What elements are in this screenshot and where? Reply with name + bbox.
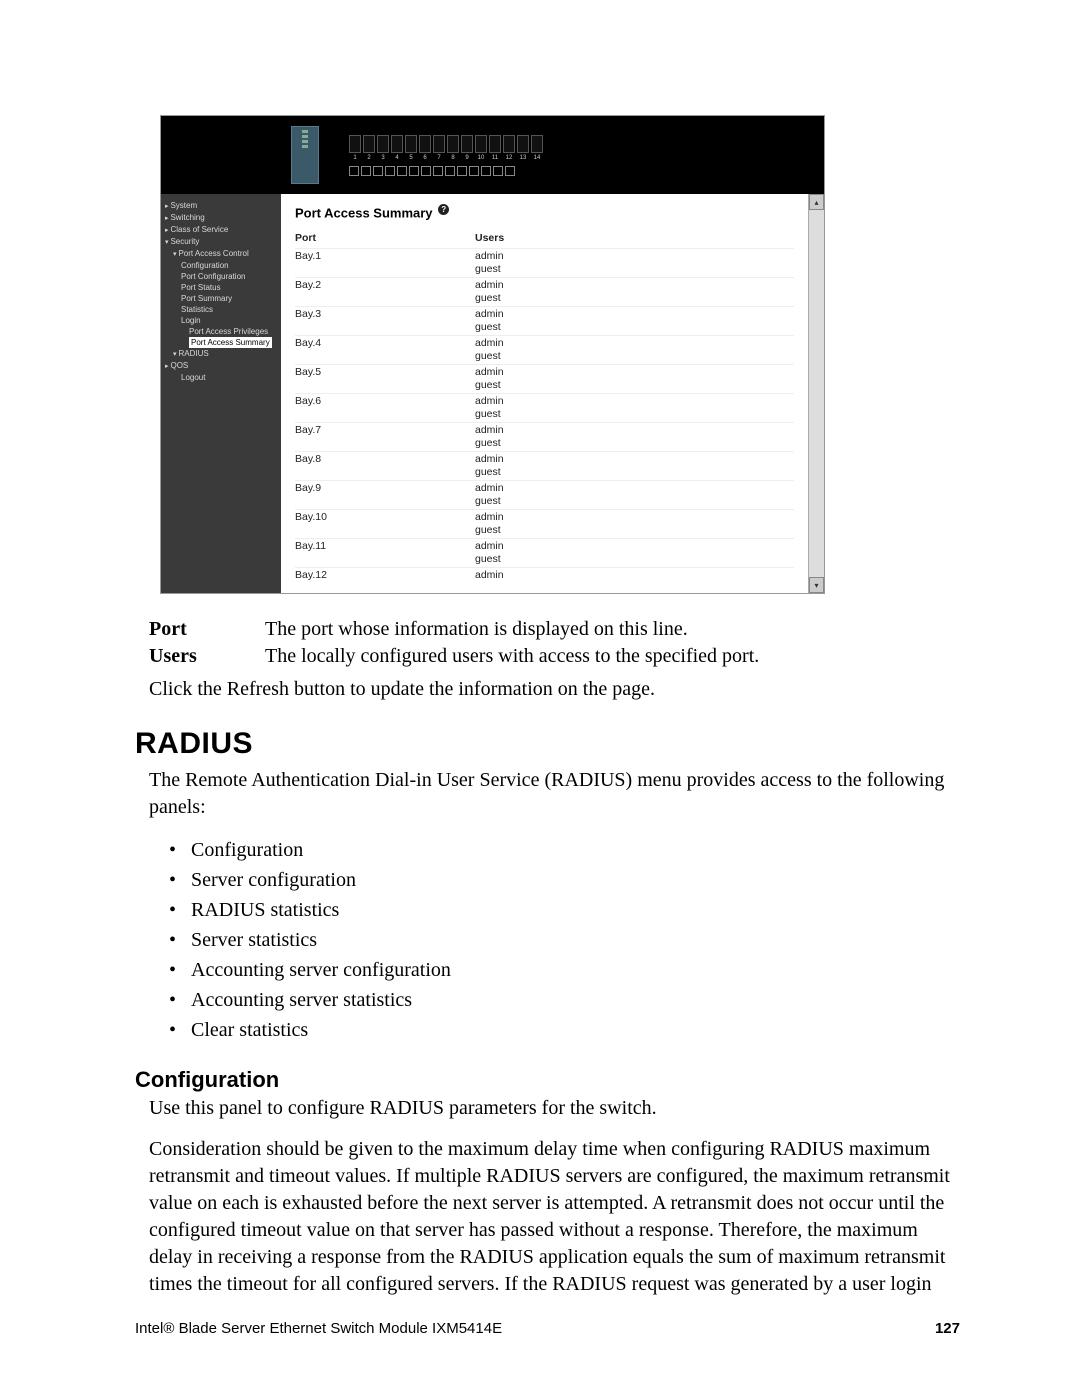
definition-row: UsersThe locally configured users with a… — [135, 643, 960, 670]
list-item: RADIUS statistics — [169, 895, 960, 925]
table-row: Bay.3adminguest — [295, 306, 794, 335]
scroll-down-icon[interactable]: ▾ — [809, 577, 824, 593]
definition-list: PortThe port whose information is displa… — [135, 616, 960, 670]
radius-bullet-list: ConfigurationServer configurationRADIUS … — [169, 835, 960, 1045]
radius-intro: The Remote Authentication Dial-in User S… — [149, 767, 960, 821]
footer-page-number: 127 — [935, 1320, 960, 1337]
definition-row: PortThe port whose information is displa… — [135, 616, 960, 643]
table-row: Bay.11adminguest — [295, 538, 794, 567]
sidebar-item[interactable]: Login — [165, 315, 277, 326]
sidebar-item[interactable]: Port Summary — [165, 293, 277, 304]
table-row: Bay.4adminguest — [295, 335, 794, 364]
page-footer: Intel® Blade Server Ethernet Switch Modu… — [135, 1320, 960, 1337]
sidebar-item[interactable]: Port Access Privileges — [165, 326, 277, 337]
table-row: Bay.6adminguest — [295, 393, 794, 422]
list-item: Server configuration — [169, 865, 960, 895]
table-row: Bay.5adminguest — [295, 364, 794, 393]
sidebar-item[interactable]: Logout — [165, 372, 277, 383]
list-item: Configuration — [169, 835, 960, 865]
sidebar-item[interactable]: Switching — [165, 212, 277, 224]
port-access-table: Port Users Bay.1adminguestBay.2admingues… — [295, 232, 794, 583]
footer-product: Intel® Blade Server Ethernet Switch Modu… — [135, 1320, 502, 1337]
sidebar-item[interactable]: Port Configuration — [165, 271, 277, 282]
table-row: Bay.8adminguest — [295, 451, 794, 480]
sidebar-item[interactable]: Security — [165, 236, 277, 248]
sidebar-item[interactable]: Configuration — [165, 260, 277, 271]
screenshot-sidebar: SystemSwitchingClass of ServiceSecurityP… — [161, 194, 281, 593]
sidebar-item[interactable]: Port Status — [165, 282, 277, 293]
list-item: Clear statistics — [169, 1015, 960, 1045]
sidebar-item[interactable]: System — [165, 200, 277, 212]
scroll-up-icon[interactable]: ▴ — [809, 194, 824, 210]
heading-radius: RADIUS — [135, 727, 960, 761]
sidebar-item[interactable]: Class of Service — [165, 224, 277, 236]
screenshot-main: Port Access Summary ? Port Users Bay.1ad… — [281, 194, 808, 593]
table-row: Bay.1adminguest — [295, 248, 794, 277]
panel-title: Port Access Summary ? — [295, 204, 794, 220]
list-item: Server statistics — [169, 925, 960, 955]
list-item: Accounting server configuration — [169, 955, 960, 985]
device-icon — [291, 126, 319, 184]
screenshot-header: 1234567891011121314 — [161, 116, 824, 194]
col-header-port: Port — [295, 232, 475, 244]
table-row: Bay.9adminguest — [295, 480, 794, 509]
config-p1: Use this panel to configure RADIUS param… — [149, 1095, 960, 1122]
config-p2: Consideration should be given to the max… — [149, 1136, 960, 1298]
table-row: Bay.12admin — [295, 567, 794, 583]
port-strip: 1234567891011121314 — [349, 135, 543, 176]
refresh-note: Click the Refresh button to update the i… — [149, 676, 960, 703]
table-row: Bay.10adminguest — [295, 509, 794, 538]
sidebar-item[interactable]: QOS — [165, 360, 277, 372]
table-row: Bay.2adminguest — [295, 277, 794, 306]
scrollbar[interactable]: ▴ ▾ — [808, 194, 824, 593]
sidebar-item[interactable]: Port Access Control — [165, 248, 277, 260]
sidebar-item[interactable]: RADIUS — [165, 348, 277, 360]
heading-configuration: Configuration — [135, 1067, 960, 1093]
table-row: Bay.7adminguest — [295, 422, 794, 451]
port-access-screenshot: 1234567891011121314 SystemSwitchingClass… — [160, 115, 825, 594]
col-header-users: Users — [475, 232, 575, 244]
help-icon[interactable]: ? — [438, 204, 449, 215]
list-item: Accounting server statistics — [169, 985, 960, 1015]
sidebar-item[interactable]: Statistics — [165, 304, 277, 315]
